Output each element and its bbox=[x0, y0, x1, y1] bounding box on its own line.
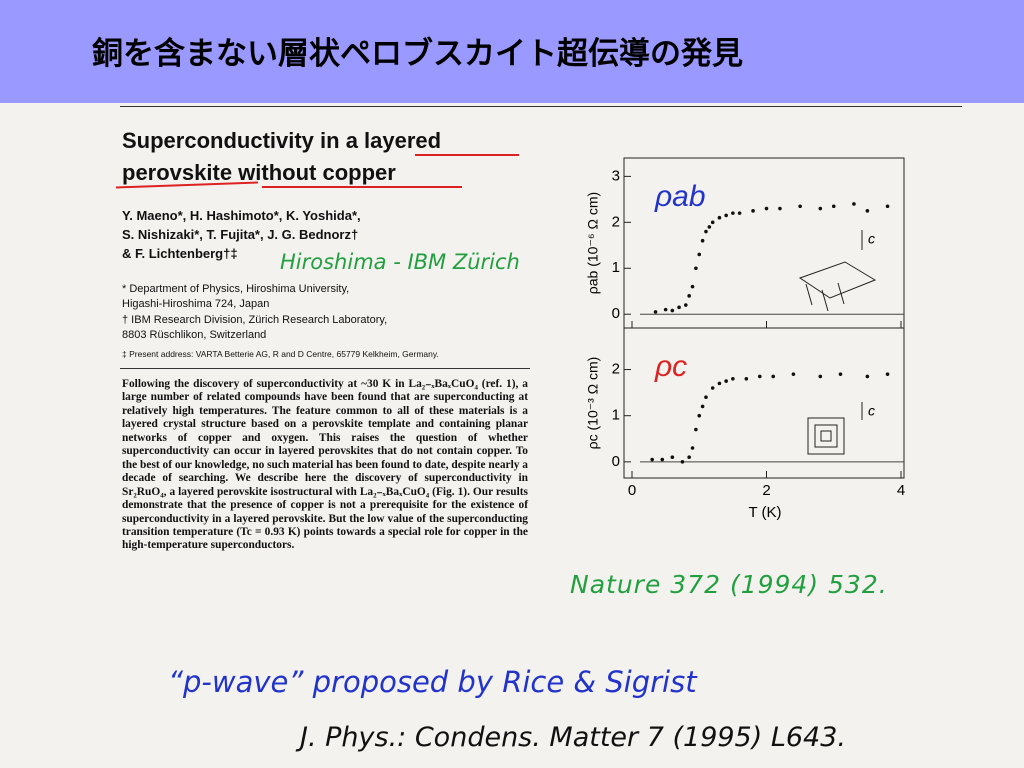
affiliation: ‡ Present address: VARTA Betterie AG, R … bbox=[122, 349, 439, 359]
authors: S. Nishizaki*, T. Fujita*, J. G. Bednorz… bbox=[122, 227, 359, 242]
affiliation: † IBM Research Division, Zürich Research… bbox=[122, 314, 388, 326]
data-point bbox=[731, 211, 735, 215]
data-point bbox=[700, 238, 705, 243]
x-tick-label: 2 bbox=[762, 482, 770, 499]
crystal-sketch bbox=[798, 230, 877, 455]
header: 銅を含まない層状ペロブスカイト超伝導の発見 bbox=[0, 0, 1024, 103]
data-point bbox=[885, 372, 890, 376]
data-point bbox=[724, 213, 728, 218]
data-point bbox=[764, 206, 769, 211]
slide-title: 銅を含まない層状ペロブスカイト超伝導の発見 bbox=[92, 36, 743, 72]
affiliation: Higashi-Hiroshima 724, Japan bbox=[122, 298, 270, 310]
paper-title: perovskite without copper bbox=[122, 160, 396, 185]
data-point bbox=[670, 455, 675, 460]
data-point bbox=[778, 206, 782, 211]
y-tick-label: 1 bbox=[612, 259, 620, 276]
abstract: Following the discovery of superconducti… bbox=[122, 378, 528, 552]
data-point bbox=[818, 374, 823, 379]
data-point bbox=[791, 372, 796, 376]
x-tick-label: 0 bbox=[628, 482, 636, 499]
panel-label: ρc bbox=[654, 350, 687, 383]
panel-label: ρab bbox=[654, 180, 706, 213]
data-point bbox=[838, 372, 843, 376]
data-point bbox=[771, 374, 776, 379]
rule bbox=[120, 368, 530, 369]
y-axis-label: ρc (10⁻³ Ω cm) bbox=[585, 357, 601, 450]
y-tick-label: 1 bbox=[612, 407, 620, 424]
y-tick-label: 0 bbox=[612, 305, 620, 322]
y-tick-label: 2 bbox=[612, 213, 620, 230]
data-point bbox=[650, 457, 654, 462]
underline bbox=[262, 186, 462, 188]
affiliation: * Department of Physics, Hiroshima Unive… bbox=[122, 283, 350, 295]
annotation: Nature 372 (1994) 532. bbox=[570, 570, 888, 599]
data-point bbox=[653, 310, 658, 314]
data-point bbox=[818, 206, 823, 211]
annotation: J. Phys.: Condens. Matter 7 (1995) L643. bbox=[300, 722, 846, 753]
rule bbox=[120, 106, 962, 107]
y-tick-label: 3 bbox=[612, 167, 620, 184]
data-point bbox=[852, 202, 856, 206]
data-point bbox=[757, 374, 762, 379]
data-point bbox=[885, 204, 890, 209]
data-point bbox=[710, 220, 715, 225]
data-point bbox=[710, 386, 715, 390]
data-point bbox=[677, 305, 681, 310]
data-point bbox=[831, 204, 836, 209]
y-tick-label: 0 bbox=[612, 453, 620, 470]
data-point bbox=[707, 225, 712, 229]
data-point bbox=[737, 211, 742, 215]
frame bbox=[623, 157, 905, 479]
data-point bbox=[690, 446, 695, 450]
data-point bbox=[865, 374, 870, 379]
data-point bbox=[660, 457, 665, 462]
data-point bbox=[697, 413, 702, 418]
data-point bbox=[744, 376, 749, 381]
authors: & F. Lichtenberg†‡ bbox=[122, 246, 238, 261]
authors: Y. Maeno*, H. Hashimoto*, K. Yoshida*, bbox=[122, 208, 361, 223]
x-tick-label: 4 bbox=[897, 482, 905, 499]
data-point bbox=[690, 284, 695, 289]
data-point bbox=[731, 376, 735, 381]
data-point bbox=[670, 308, 675, 313]
y-axis-label: ρab (10⁻⁶ Ω cm) bbox=[585, 192, 601, 294]
data-point bbox=[700, 404, 705, 409]
data-point bbox=[694, 266, 698, 271]
data-point bbox=[704, 229, 708, 234]
data-point bbox=[663, 307, 668, 312]
underline bbox=[415, 154, 519, 156]
data-point bbox=[751, 209, 755, 213]
data-point bbox=[704, 395, 708, 400]
data-point bbox=[694, 427, 698, 432]
data-point bbox=[697, 252, 702, 257]
data-point bbox=[680, 460, 685, 464]
data-point bbox=[724, 379, 728, 383]
data-point bbox=[865, 209, 870, 213]
axis-note: c bbox=[868, 231, 875, 247]
annotation: “p-wave” proposed by Rice & Sigrist bbox=[168, 665, 697, 699]
data-point bbox=[717, 381, 722, 386]
data-point bbox=[798, 204, 802, 209]
paper-title: Superconductivity in a layered bbox=[122, 128, 442, 153]
data-point bbox=[684, 303, 688, 307]
data-point bbox=[717, 215, 722, 220]
axis-note: c bbox=[868, 403, 875, 419]
data-point bbox=[687, 294, 691, 298]
data-point bbox=[687, 455, 691, 460]
y-tick-label: 2 bbox=[612, 361, 620, 378]
x-axis-label: T (K) bbox=[748, 504, 781, 521]
annotation: Hiroshima - IBM Zürich bbox=[280, 250, 520, 274]
affiliation: 8803 Rüschlikon, Switzerland bbox=[122, 329, 267, 341]
